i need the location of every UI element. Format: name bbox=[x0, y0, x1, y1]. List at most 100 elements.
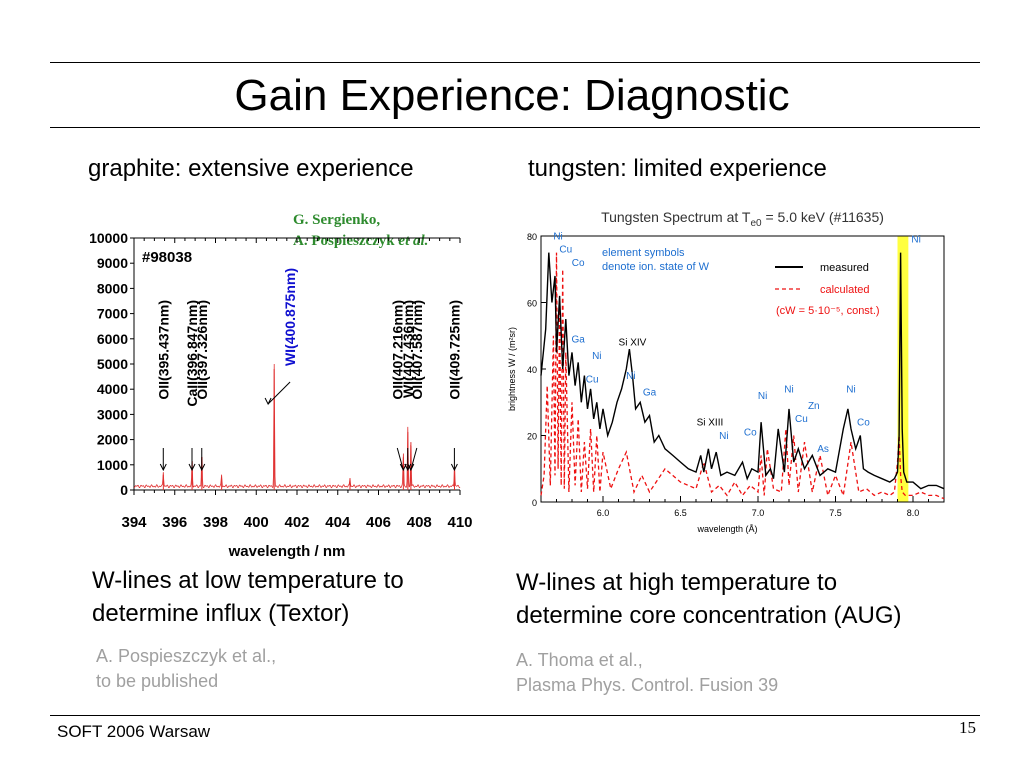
y-tick-label: 3000 bbox=[97, 406, 128, 422]
x-tick-label: 404 bbox=[325, 514, 351, 531]
right-subtitle: tungsten: limited experience bbox=[528, 155, 827, 182]
y-tick-label: 0 bbox=[532, 498, 537, 508]
x-tick-label: 396 bbox=[162, 514, 187, 531]
line-id-arrow bbox=[267, 381, 291, 405]
ion-label: Ni bbox=[719, 431, 728, 442]
legend-label-measured: measured bbox=[820, 262, 869, 274]
ion-label: Ni bbox=[758, 391, 767, 402]
legend-note-2: denote ion. state of W bbox=[602, 261, 710, 273]
x-tick-label: 7.5 bbox=[829, 508, 842, 518]
line-id-label: OII(407.216nm) bbox=[389, 300, 405, 400]
ion-label: Si XIV bbox=[619, 338, 647, 349]
credit-line-2: A. Pospieszczyk et al. bbox=[293, 231, 428, 251]
ion-label: Ni bbox=[911, 235, 920, 246]
line-id-label: OII(395.437nm) bbox=[155, 300, 171, 400]
slide-title: Gain Experience: Diagnostic bbox=[234, 71, 790, 120]
x-tick-label: 402 bbox=[284, 514, 309, 531]
y-tick-label: 6000 bbox=[97, 331, 128, 347]
x-tick-label: 400 bbox=[244, 514, 269, 531]
x-tick-label: 6.5 bbox=[674, 508, 687, 518]
credit-line-1: G. Sergienko, bbox=[293, 212, 381, 228]
y-tick-label: 7000 bbox=[97, 306, 128, 322]
x-tick-label: 394 bbox=[121, 514, 147, 531]
x-tick-label: 398 bbox=[203, 514, 228, 531]
y-tick-label: 40 bbox=[527, 365, 537, 375]
x-tick-label: 406 bbox=[366, 514, 391, 531]
ion-label: Co bbox=[572, 258, 585, 269]
credit-etal: et al. bbox=[398, 233, 429, 249]
credit-name: A. Pospieszczyk bbox=[293, 233, 399, 249]
ion-label: Cu bbox=[586, 374, 599, 385]
arrowhead bbox=[198, 463, 206, 472]
x-tick-label: 410 bbox=[447, 514, 472, 531]
y-tick-label: 5000 bbox=[97, 356, 128, 372]
title-rule bbox=[50, 127, 980, 128]
ion-label: Co bbox=[744, 428, 757, 439]
arrowhead bbox=[159, 463, 167, 472]
x-axis-label: wavelength / nm bbox=[228, 543, 346, 560]
arrowhead bbox=[407, 463, 415, 472]
left-caption: W-lines at low temperature to determine … bbox=[92, 564, 404, 630]
ion-label: Ni bbox=[846, 384, 855, 395]
ion-label: Ni bbox=[553, 231, 562, 242]
arrowhead bbox=[450, 463, 458, 472]
ion-label: Cu bbox=[559, 245, 572, 256]
left-reference-line-2: to be published bbox=[96, 671, 219, 691]
ion-label: Si XIII bbox=[697, 418, 724, 429]
arrowhead bbox=[264, 397, 272, 406]
right-caption-line-2: determine core concentration (AUG) bbox=[516, 602, 902, 629]
page-number: 15 bbox=[959, 718, 976, 737]
line-id-arrow bbox=[396, 447, 404, 471]
y-tick-label: 8000 bbox=[97, 280, 128, 296]
x-tick-label: 7.0 bbox=[752, 508, 765, 518]
left-caption-line-2: determine influx (Textor) bbox=[92, 600, 350, 627]
footer-text: SOFT 2006 Warsaw bbox=[57, 722, 211, 741]
y-tick-label: 60 bbox=[527, 299, 537, 309]
footer-rule bbox=[50, 715, 980, 716]
line-id-label: WI(400.875nm) bbox=[282, 268, 298, 366]
right-reference-line-1: A. Thoma et al., bbox=[516, 650, 643, 670]
arrowhead bbox=[404, 463, 412, 472]
y-tick-label: 1000 bbox=[97, 457, 128, 473]
x-tick-label: 8.0 bbox=[907, 508, 920, 518]
top-rule bbox=[50, 62, 980, 63]
y-tick-label: 80 bbox=[527, 232, 537, 242]
highlight-band bbox=[897, 236, 909, 502]
ion-label: Ga bbox=[643, 388, 657, 399]
series-measured bbox=[540, 252, 945, 490]
ion-label: Cu bbox=[795, 414, 808, 425]
x-tick-label: 6.0 bbox=[597, 508, 610, 518]
right-caption: W-lines at high temperature to determine… bbox=[516, 566, 902, 632]
x-tick-label: 408 bbox=[407, 514, 432, 531]
ion-label: Co bbox=[857, 418, 870, 429]
y-tick-label: 0 bbox=[120, 482, 128, 498]
y-tick-label: 4000 bbox=[97, 381, 128, 397]
y-tick-label: 20 bbox=[527, 432, 537, 442]
line-id-label: OII(407.587nm) bbox=[409, 300, 425, 400]
left-subtitle: graphite: extensive experience bbox=[88, 155, 414, 182]
ion-label: As bbox=[817, 444, 829, 455]
line-id-label: WI(407.436nm) bbox=[400, 300, 416, 398]
arrowhead bbox=[188, 463, 196, 472]
left-caption-line-1: W-lines at low temperature to bbox=[92, 567, 404, 594]
y-tick-label: 9000 bbox=[97, 255, 128, 271]
chart-title: Tungsten Spectrum at Te0 = 5.0 keV (#116… bbox=[601, 209, 884, 229]
right-reference: A. Thoma et al., Plasma Phys. Control. F… bbox=[516, 648, 778, 698]
x-axis-label: wavelength (Å) bbox=[696, 524, 757, 534]
left-reference: A. Pospieszczyk et al., to be published bbox=[96, 644, 276, 694]
ion-label: Ni bbox=[592, 351, 601, 362]
line-id-label: CaII(396.847nm) bbox=[184, 300, 200, 407]
legend-note-1: element symbols bbox=[602, 247, 685, 259]
legend-const-text: (cW = 5·10⁻⁵, const.) bbox=[776, 305, 880, 317]
y-tick-label: 2000 bbox=[97, 432, 128, 448]
line-id-label: OII(397.326nm) bbox=[194, 300, 210, 400]
series-calculated bbox=[540, 252, 945, 500]
ion-label: Zn bbox=[808, 401, 820, 412]
y-tick-label: 10000 bbox=[89, 230, 128, 246]
legend-label-calculated: calculated bbox=[820, 284, 870, 296]
ion-label: Ni bbox=[784, 384, 793, 395]
left-reference-line-1: A. Pospieszczyk et al., bbox=[96, 646, 277, 666]
line-id-arrow bbox=[410, 447, 418, 471]
